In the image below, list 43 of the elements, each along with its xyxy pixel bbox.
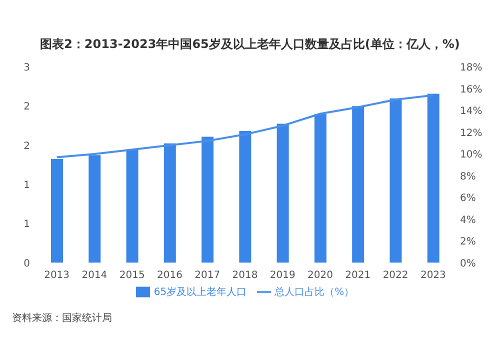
bar — [239, 130, 252, 263]
y-tick-label: 3 — [24, 62, 30, 74]
legend-label: 总人口占比（%） — [274, 286, 354, 298]
y-tick-label: 2 — [24, 102, 30, 113]
y2-tick-label: 8% — [460, 171, 476, 182]
y2-tick-label: 6% — [460, 193, 476, 204]
y2-tick-label: 2% — [460, 236, 476, 248]
x-tick-label: 2013 — [44, 270, 70, 281]
y2-tick-label: 4% — [460, 214, 476, 226]
bar — [427, 94, 440, 263]
x-tick-label: 2022 — [382, 270, 408, 281]
y2-tick-label: 12% — [460, 128, 482, 139]
bar — [88, 155, 101, 263]
bar — [51, 158, 63, 263]
x-tick-label: 2019 — [270, 270, 296, 281]
bar — [352, 106, 364, 263]
y2-tick-label: 10% — [460, 150, 482, 161]
legend-label: 65岁及以上老年人口 — [154, 286, 247, 298]
y2-tick-label: 14% — [460, 106, 482, 118]
bar — [314, 114, 326, 263]
x-tick-label: 2021 — [345, 270, 371, 281]
x-tick-label: 2016 — [157, 270, 182, 281]
y-tick-label: 0 — [24, 258, 30, 270]
y2-tick-label: 16% — [460, 84, 482, 96]
y-tick-label: 2 — [24, 140, 30, 152]
y2-tick-label: 0% — [460, 258, 476, 270]
y-tick-label: 1 — [24, 180, 30, 191]
bar — [202, 136, 214, 263]
y-tick-label: 1 — [24, 219, 30, 230]
y2-tick-label: 18% — [460, 62, 482, 74]
bar — [276, 124, 289, 263]
x-tick-label: 2018 — [232, 270, 258, 281]
text: 资料来源：国家统计局 — [12, 312, 113, 325]
bar — [126, 149, 138, 263]
x-tick-label: 2014 — [82, 270, 108, 281]
x-tick-label: 2023 — [420, 270, 446, 281]
line-series — [56, 94, 434, 158]
bar — [164, 143, 176, 263]
chart-title: 图表2：2013-2023年中国65岁及以上老年人口数量及占比(单位：亿人，%) — [39, 36, 461, 53]
x-tick-label: 2015 — [119, 270, 145, 281]
bar — [390, 98, 402, 263]
x-tick-label: 2020 — [308, 270, 333, 281]
x-tick-label: 2017 — [194, 270, 220, 281]
